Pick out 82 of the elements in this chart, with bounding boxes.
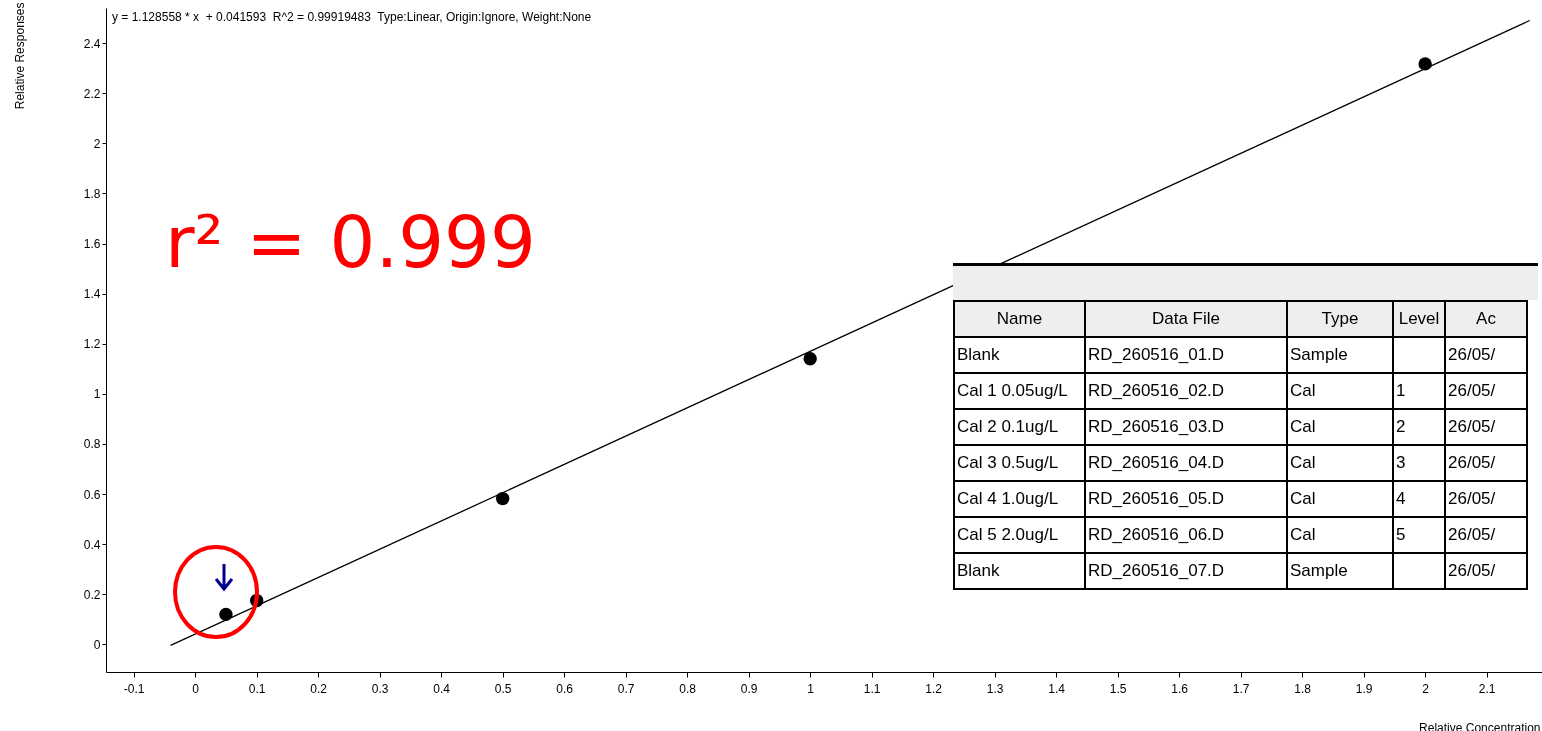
annotation: Cal: [1287, 373, 1393, 409]
x-tick-label: 1.5: [1109, 681, 1127, 696]
annotation: Ac: [1445, 301, 1527, 337]
x-tick-label: 2: [1422, 681, 1430, 696]
annotation: 26/05/: [1445, 409, 1527, 445]
y-tick-label: 2.2: [83, 86, 101, 101]
x-tick-label: 2.1: [1478, 681, 1496, 696]
x-tick-label: 0.6: [556, 681, 574, 696]
point: [1418, 57, 1432, 71]
x-tick-label: 1.7: [1232, 681, 1250, 696]
x-tick-label: 0.7: [617, 681, 635, 696]
annotation: Cal: [1287, 517, 1393, 553]
y-axis-title: Relative Responses: [12, 2, 27, 110]
y-tick-label: 1.8: [83, 186, 101, 201]
y-tick-label: 1.6: [83, 237, 101, 252]
x-tick-label: 1.1: [863, 681, 881, 696]
x-tick-label: 0.3: [371, 681, 389, 696]
annotation: Cal 2 0.1ug/L: [954, 409, 1085, 445]
y-tick-label: 0: [93, 637, 101, 652]
x-tick-label: 0.9: [740, 681, 758, 696]
annotation: RD_260516_02.D: [1085, 373, 1287, 409]
annotation: Cal 5 2.0ug/L: [954, 517, 1085, 553]
point: [495, 491, 510, 506]
annotation: 3: [1393, 445, 1445, 481]
y-tick-label: 2: [93, 136, 101, 151]
y-tick-label: 0.6: [83, 487, 101, 502]
annotation: 26/05/: [1445, 337, 1527, 373]
annotation: RD_260516_05.D: [1085, 481, 1287, 517]
point: [803, 352, 817, 366]
annotation: Name: [954, 301, 1085, 337]
annotation: RD_260516_07.D: [1085, 553, 1287, 589]
annotation: r² = 0.999: [165, 200, 536, 284]
y-tick-label: 1.4: [83, 287, 101, 302]
y-tick-label: 0.4: [83, 537, 101, 552]
annotation: Cal 4 1.0ug/L: [954, 481, 1085, 517]
point: [219, 607, 233, 622]
x-tick-label: 0.5: [494, 681, 512, 696]
x-tick-label: 1: [807, 681, 815, 696]
annotation: 2: [1393, 409, 1445, 445]
annotation: Type: [1287, 301, 1393, 337]
annotation: 1: [1393, 373, 1445, 409]
annotation: 5: [1393, 517, 1445, 553]
x-axis-title: Relative Concentration: [1419, 720, 1541, 731]
annotation: Level: [1393, 301, 1445, 337]
annotation: Data File: [1085, 301, 1287, 337]
x-tick-label: 0.4: [433, 681, 451, 696]
annotation: Cal: [1287, 409, 1393, 445]
x-tick-label: 1.6: [1171, 681, 1189, 696]
annotation: Blank: [954, 553, 1085, 589]
y-tick-label: 1.2: [83, 337, 101, 352]
annotation: RD_260516_01.D: [1085, 337, 1287, 373]
annotation: Cal: [1287, 445, 1393, 481]
annotation: 26/05/: [1445, 481, 1527, 517]
annotation: 4: [1393, 481, 1445, 517]
x-tick-label: 1.8: [1294, 681, 1312, 696]
x-tick-label: 1.3: [986, 681, 1004, 696]
x-tick-label: 0.1: [248, 681, 266, 696]
x-tick-label: 1.9: [1355, 681, 1373, 696]
annotation: y = 1.128558 * x + 0.041593 R^2 = 0.99919483 Type:Linear, Origin:Ignore, Weight:None: [112, 10, 592, 24]
y-tick-label: 0.8: [83, 437, 101, 452]
annotation: RD_260516_06.D: [1085, 517, 1287, 553]
annotation: RD_260516_04.D: [1085, 445, 1287, 481]
x-tick-label: 1.4: [1048, 681, 1066, 696]
x-tick-label: 1.2: [925, 681, 943, 696]
annotation: Cal: [1287, 481, 1393, 517]
x-tick-label: 0.8: [679, 681, 697, 696]
annotation: Cal 1 0.05ug/L: [954, 373, 1085, 409]
annotation: Cal 3 0.5ug/L: [954, 445, 1085, 481]
x-tick-label: 0.2: [310, 681, 328, 696]
annotation: Sample: [1287, 553, 1393, 589]
y-tick-label: 2.4: [83, 36, 101, 51]
x-tick-label: -0.1: [123, 681, 145, 696]
annotation: 26/05/: [1445, 517, 1527, 553]
annotation: 26/05/: [1445, 373, 1527, 409]
annotation: Blank: [954, 337, 1085, 373]
annotation: RD_260516_03.D: [1085, 409, 1287, 445]
annotation: 26/05/: [1445, 445, 1527, 481]
annotation: Sample: [1287, 337, 1393, 373]
y-tick-label: 0.2: [83, 587, 101, 602]
annotation: 26/05/: [1445, 553, 1527, 589]
y-tick-label: 1: [93, 387, 101, 402]
x-tick-label: 0: [192, 681, 200, 696]
